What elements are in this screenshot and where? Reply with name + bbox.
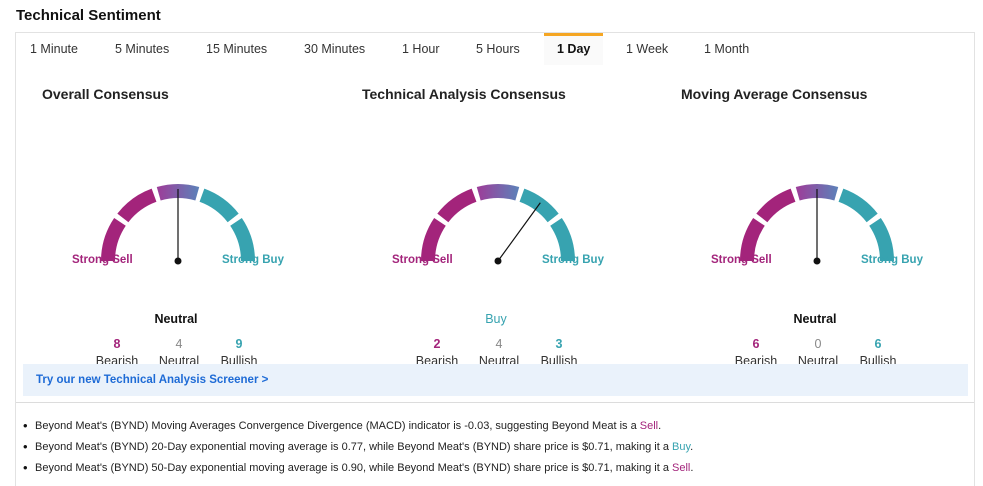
note-item: Beyond Meat's (BYND) 50-Day exponential … xyxy=(23,457,968,479)
strong-sell-segment xyxy=(421,217,446,262)
strong-sell-label: Strong Sell xyxy=(72,254,133,266)
consensus-verdict: Neutral xyxy=(793,312,837,326)
strong-sell-segment xyxy=(740,217,765,262)
consensus-gauge xyxy=(740,184,894,265)
sell-segment xyxy=(756,188,796,223)
note-signal: Sell xyxy=(639,420,659,432)
neutral-value: 4 xyxy=(175,337,183,351)
indicator-notes: Beyond Meat's (BYND) Moving Averages Con… xyxy=(23,415,968,479)
neutral-segment xyxy=(476,184,520,201)
tab-15-minutes[interactable]: 15 Minutes xyxy=(206,42,268,56)
section-title: Technical Sentiment xyxy=(16,7,161,24)
tab-30-minutes[interactable]: 30 Minutes xyxy=(304,42,366,56)
panel-title: Moving Average Consensus xyxy=(681,86,868,102)
consensus-gauge xyxy=(101,184,255,265)
note-end: . xyxy=(658,420,662,432)
strong-buy-segment xyxy=(869,217,894,262)
note-text: Beyond Meat's (BYND) 20-Day exponential … xyxy=(35,441,673,453)
consensus-gauge xyxy=(421,184,575,265)
strong-sell-label: Strong Sell xyxy=(711,254,772,266)
tab-1-week[interactable]: 1 Week xyxy=(626,42,669,56)
note-end: . xyxy=(690,462,694,474)
note-signal: Sell xyxy=(672,462,691,474)
moving-average-consensus-panel: Moving Average Consensus Strong Sell Str… xyxy=(655,65,975,368)
technical-analysis-consensus-panel: Technical Analysis Consensus Strong Sell… xyxy=(336,65,656,368)
note-item: Beyond Meat's (BYND) Moving Averages Con… xyxy=(23,415,968,437)
gauge-pivot xyxy=(813,257,821,265)
bullish-value: 3 xyxy=(555,337,563,351)
tab-1-day[interactable]: 1 Day xyxy=(544,33,604,65)
tab-5-minutes[interactable]: 5 Minutes xyxy=(115,42,170,56)
consensus-verdict: Neutral xyxy=(154,312,198,326)
bearish-value: 8 xyxy=(113,337,121,351)
bullish-value: 6 xyxy=(874,337,882,351)
timeframe-tabs: 1 Minute 5 Minutes 15 Minutes 30 Minutes… xyxy=(16,33,974,65)
bullish-value: 9 xyxy=(235,337,243,351)
bearish-value: 2 xyxy=(433,337,441,351)
tab-1-hour[interactable]: 1 Hour xyxy=(402,42,440,56)
gauge-pivot xyxy=(174,257,182,265)
gauge-needle xyxy=(497,202,541,262)
tab-5-hours[interactable]: 5 Hours xyxy=(476,42,520,56)
divider xyxy=(16,402,974,403)
consensus-verdict: Buy xyxy=(485,312,507,326)
overall-consensus-panel: Overall Consensus Strong Sell Strong Buy… xyxy=(16,65,336,368)
note-text: Beyond Meat's (BYND) Moving Averages Con… xyxy=(35,420,640,432)
strong-buy-label: Strong Buy xyxy=(542,254,604,266)
tab-1-minute[interactable]: 1 Minute xyxy=(30,42,78,56)
strong-sell-segment xyxy=(101,217,126,262)
note-item: Beyond Meat's (BYND) 20-Day exponential … xyxy=(23,436,968,458)
strong-buy-segment xyxy=(550,217,575,262)
buy-segment xyxy=(838,188,878,223)
note-signal: Buy xyxy=(672,441,691,453)
strong-buy-segment xyxy=(230,217,255,262)
tab-1-month[interactable]: 1 Month xyxy=(704,42,750,56)
sell-segment xyxy=(117,188,157,223)
strong-sell-label: Strong Sell xyxy=(392,254,453,266)
panel-title: Technical Analysis Consensus xyxy=(362,86,566,102)
neutral-value: 4 xyxy=(495,337,503,351)
panel-title: Overall Consensus xyxy=(42,86,169,102)
technical-sentiment-card: 1 Minute 5 Minutes 15 Minutes 30 Minutes… xyxy=(15,32,975,486)
buy-segment xyxy=(199,188,239,223)
note-text: Beyond Meat's (BYND) 50-Day exponential … xyxy=(35,462,673,474)
strong-buy-label: Strong Buy xyxy=(861,254,923,266)
bearish-value: 6 xyxy=(752,337,760,351)
sell-segment xyxy=(437,188,477,223)
strong-buy-label: Strong Buy xyxy=(222,254,284,266)
neutral-value: 0 xyxy=(814,337,822,351)
note-end: . xyxy=(690,441,694,453)
gauge-pivot xyxy=(494,257,502,265)
technical-analysis-screener-link[interactable]: Try our new Technical Analysis Screener … xyxy=(23,364,968,396)
